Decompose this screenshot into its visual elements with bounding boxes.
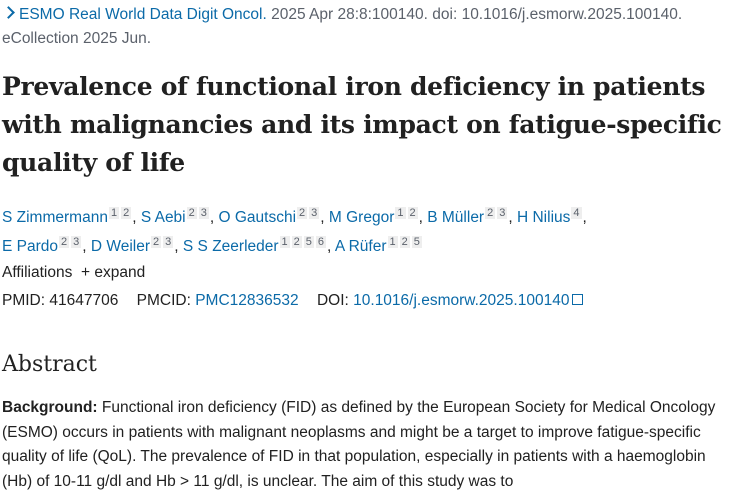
- pmid-label: PMID:: [2, 292, 46, 309]
- expand-affiliations-button[interactable]: + expand: [81, 264, 146, 281]
- doi-link[interactable]: 10.1016/j.esmorw.2025.100140: [353, 292, 570, 309]
- author-link[interactable]: H Nilius: [516, 209, 571, 226]
- affiliation-ref[interactable]: 1: [387, 236, 398, 248]
- author-link[interactable]: M Gregor: [328, 209, 395, 226]
- affiliation-ref[interactable]: 6: [315, 236, 327, 248]
- citation: ESMO Real World Data Digit Oncol. 2025 A…: [2, 3, 682, 51]
- pmid-value: 41647706: [49, 292, 119, 309]
- affiliations-row: Affiliations + expand: [2, 264, 145, 282]
- affiliation-ref[interactable]: 5: [303, 236, 314, 248]
- author-link[interactable]: O Gautschi: [218, 209, 297, 226]
- affiliation-ref[interactable]: 2: [151, 236, 162, 248]
- author-link[interactable]: B Müller: [427, 209, 485, 226]
- author-link[interactable]: S S Zeerleder: [182, 238, 279, 255]
- abstract-background: Background: Functional iron deficiency (…: [2, 396, 737, 494]
- affiliation-ref[interactable]: 1: [279, 236, 290, 248]
- doi-label: DOI:: [316, 292, 349, 309]
- article-title: Prevalence of functional iron deficiency…: [2, 72, 722, 177]
- pmcid-link[interactable]: PMC12836532: [195, 292, 299, 309]
- affiliation-ref[interactable]: 3: [163, 236, 174, 248]
- affiliation-ref[interactable]: 1: [108, 207, 120, 219]
- affiliation-ref[interactable]: 3: [198, 207, 209, 219]
- affiliations-label: Affiliations: [2, 264, 73, 281]
- abstract-heading: Abstract: [2, 352, 97, 377]
- author-link[interactable]: S Aebi: [140, 209, 186, 226]
- affiliation-ref[interactable]: 2: [485, 207, 496, 219]
- affiliation-ref[interactable]: 3: [497, 207, 508, 219]
- affiliation-ref[interactable]: 4: [571, 207, 582, 219]
- affiliation-ref[interactable]: 5: [411, 236, 422, 248]
- affiliation-ref[interactable]: 3: [309, 207, 320, 219]
- background-label: Background:: [2, 399, 98, 416]
- affiliation-ref[interactable]: 2: [59, 236, 70, 248]
- affiliation-ref[interactable]: 2: [291, 236, 302, 248]
- journal-link[interactable]: ESMO Real World Data Digit Oncol.: [2, 6, 267, 23]
- citation-details: 2025 Apr 28:8:100140. doi: 10.1016/j.esm…: [266, 6, 683, 23]
- chevron-right-icon: [2, 6, 15, 19]
- citation-ecollection: eCollection 2025 Jun.: [2, 30, 152, 47]
- author-link[interactable]: E Pardo: [2, 238, 59, 255]
- affiliation-ref[interactable]: 2: [407, 207, 418, 219]
- affiliation-ref[interactable]: 2: [186, 207, 197, 219]
- author-link[interactable]: D Weiler: [90, 238, 151, 255]
- external-link-icon[interactable]: [572, 294, 584, 305]
- identifiers: PMID: 41647706 PMCID: PMC12836532 DOI: 1…: [2, 292, 584, 310]
- affiliation-ref[interactable]: 1: [395, 207, 406, 219]
- journal-name: ESMO Real World Data Digit Oncol.: [19, 6, 267, 23]
- affiliation-ref[interactable]: 2: [121, 207, 132, 219]
- author-link[interactable]: A Rüfer: [334, 238, 387, 255]
- author-list: S Zimmermann 1 2, S Aebi 2 3, O Gautschi 2 3, …: [2, 207, 587, 255]
- author-link[interactable]: S Zimmermann: [2, 209, 108, 226]
- affiliation-ref[interactable]: 2: [399, 236, 410, 248]
- pmcid-label: PMCID:: [136, 292, 191, 309]
- affiliation-ref[interactable]: 3: [71, 236, 82, 248]
- background-text: Functional iron deficiency (FID) as defi…: [2, 399, 716, 490]
- affiliation-ref[interactable]: 2: [297, 207, 308, 219]
